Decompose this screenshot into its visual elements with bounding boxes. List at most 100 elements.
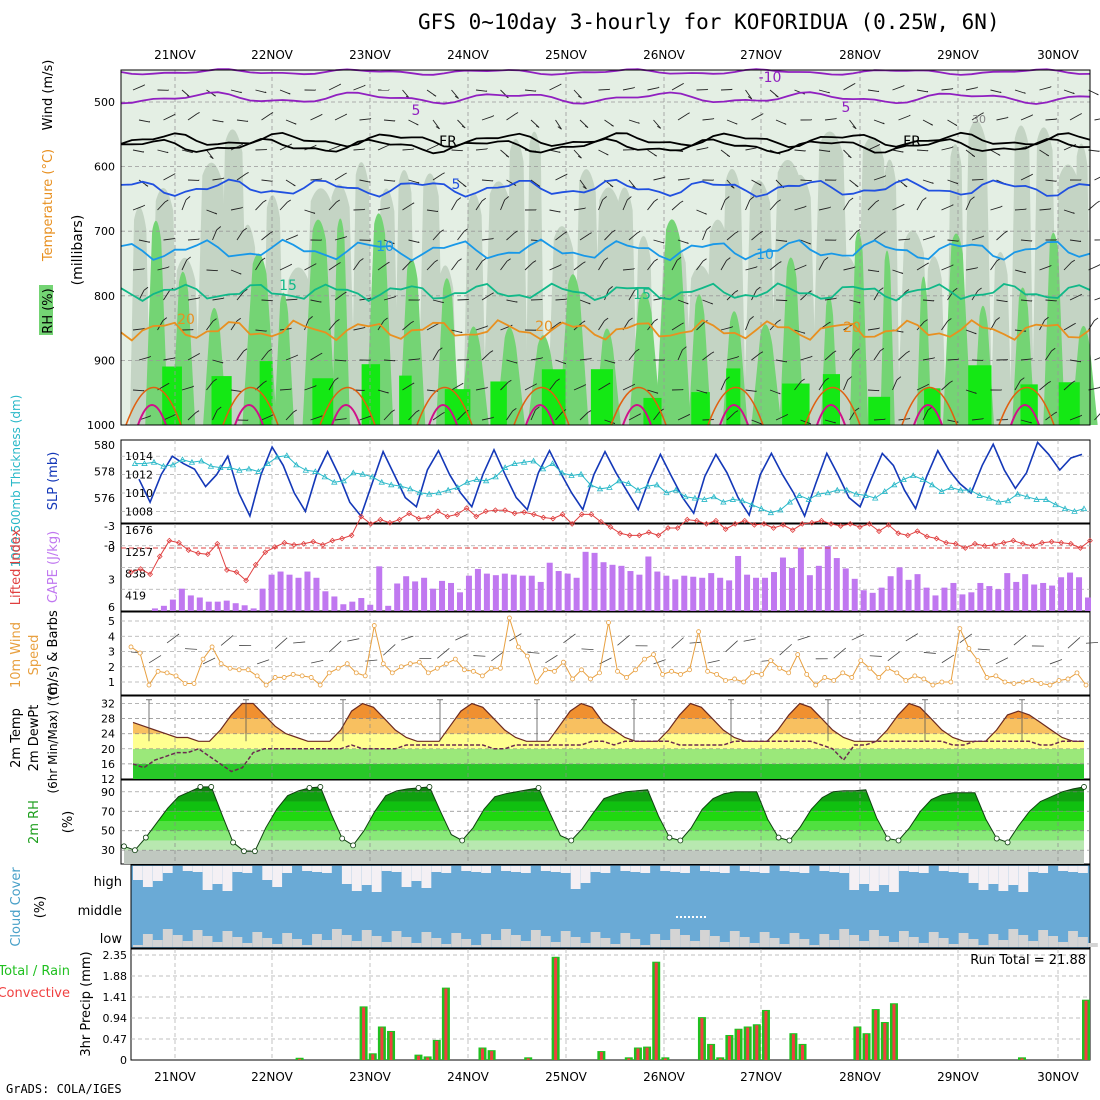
- wind-barb-flag: [287, 199, 291, 203]
- cape-bar: [1067, 572, 1074, 611]
- wind-barb-flag: [492, 115, 495, 117]
- wind-barb: [359, 179, 371, 183]
- surface-wind-barb: [959, 633, 973, 643]
- cape-bar: [726, 580, 733, 611]
- wind-barb: [702, 118, 714, 121]
- wind-barb: [726, 356, 738, 361]
- wind-barb-flag: [388, 206, 390, 209]
- cape-bar: [950, 582, 957, 611]
- surface-wind-barb: [671, 637, 684, 649]
- wind-barb: [916, 89, 928, 93]
- wind-barb: [775, 414, 787, 421]
- cloud-high-bar: [660, 866, 671, 871]
- wind-barb-flag: [457, 258, 462, 262]
- wind-barb-flag: [687, 112, 690, 115]
- cloud-high-bar: [869, 866, 879, 891]
- surface-wind-barb: [581, 648, 594, 651]
- wind-barb: [426, 261, 435, 271]
- wind-barb-flag: [578, 95, 582, 99]
- cloud-level-label: low: [100, 932, 123, 947]
- cape-bar: [591, 552, 598, 611]
- lifted-index-marker: [607, 524, 614, 530]
- wind-barb: [181, 386, 193, 391]
- thickness-marker: [891, 481, 898, 488]
- wind-barb-flag: [847, 376, 853, 381]
- wind-barb: [206, 209, 217, 215]
- wind-barb: [696, 322, 705, 331]
- lifted-index-marker: [818, 517, 825, 524]
- wind-barb-flag: [415, 409, 420, 413]
- wind-barb: [996, 299, 1008, 303]
- surface-wind-barb: [545, 654, 558, 664]
- cape-bar: [1049, 585, 1056, 611]
- wind-barb: [898, 352, 908, 361]
- precip-convective-bar: [700, 1018, 704, 1060]
- wind-barb-flag: [166, 382, 170, 385]
- lifted-index-marker: [780, 522, 786, 528]
- wind-barb-flag: [491, 292, 494, 295]
- wind-barb-flag: [198, 297, 200, 299]
- wind-barb-flag: [242, 227, 247, 232]
- cape-bar: [896, 567, 903, 611]
- wind-barb: [843, 323, 854, 331]
- contour-label: 10: [756, 247, 774, 263]
- wind-barb-flag: [755, 266, 758, 268]
- thickness-marker: [217, 464, 224, 470]
- cloud-low-bar: [272, 944, 283, 947]
- temp-band: [133, 763, 1084, 779]
- wind-barb-flag: [588, 232, 592, 235]
- cloud-low-bar: [690, 941, 700, 947]
- wind-barb: [451, 329, 463, 334]
- cloud-low-bar: [580, 943, 591, 947]
- cloud-high-bar: [948, 866, 959, 872]
- thickness-marker: [520, 458, 528, 465]
- wind-barb-flag: [1054, 411, 1058, 414]
- wind-barb: [671, 260, 678, 271]
- cloud-low-bar: [968, 939, 979, 947]
- rh-band: [124, 821, 1084, 831]
- wind-barb: [628, 232, 638, 241]
- wind-barb-flag: [492, 237, 494, 239]
- wind-barb: [628, 414, 639, 421]
- wind-barb: [212, 119, 224, 123]
- wind-barb-flag: [778, 261, 782, 264]
- wind-barb: [800, 356, 812, 361]
- cape-bar: [304, 571, 311, 611]
- wind-barb-flag: [213, 378, 217, 382]
- rh-marker: [666, 834, 673, 841]
- wind-barb: [941, 265, 952, 271]
- lifted-index-marker: [339, 535, 345, 542]
- cloud-low-bar: [302, 945, 312, 947]
- cloud-low-bar: [799, 939, 810, 947]
- wind-barb-flag: [633, 86, 635, 89]
- wind-barb-flag: [730, 185, 735, 189]
- wind-barb: [555, 411, 564, 421]
- thickness-marker: [568, 472, 575, 478]
- wind-barb: [334, 418, 346, 421]
- cape-bar: [833, 558, 840, 611]
- wind-barb-flag: [461, 125, 466, 129]
- wind-barb: [377, 207, 389, 211]
- wind-barb-flag: [216, 406, 222, 411]
- wind-barb: [867, 269, 879, 273]
- lifted-index-marker: [435, 508, 441, 515]
- wind-barb-flag: [1024, 271, 1026, 274]
- temp-contour-25: [222, 386, 279, 426]
- thickness-marker: [720, 498, 727, 505]
- cloud-high-bar: [779, 866, 790, 871]
- wind-barb-flag: [262, 199, 267, 203]
- wind-barb: [1063, 382, 1073, 391]
- precip-convective-bar: [855, 1027, 859, 1060]
- wind-tick-label: 1: [108, 676, 115, 689]
- wind-barb-flag: [173, 414, 176, 416]
- cape-bar: [492, 575, 499, 611]
- wind-barb: [947, 179, 959, 185]
- wind-barb: [236, 350, 244, 361]
- wind-barb-flag: [417, 241, 420, 243]
- wind-barb-flag: [565, 173, 568, 176]
- rh-marker: [142, 834, 149, 841]
- cloud-high-bar: [242, 866, 253, 873]
- rh-high-region: [274, 292, 295, 425]
- cloud-high-bar: [630, 866, 641, 872]
- lifted-index-marker: [856, 524, 863, 530]
